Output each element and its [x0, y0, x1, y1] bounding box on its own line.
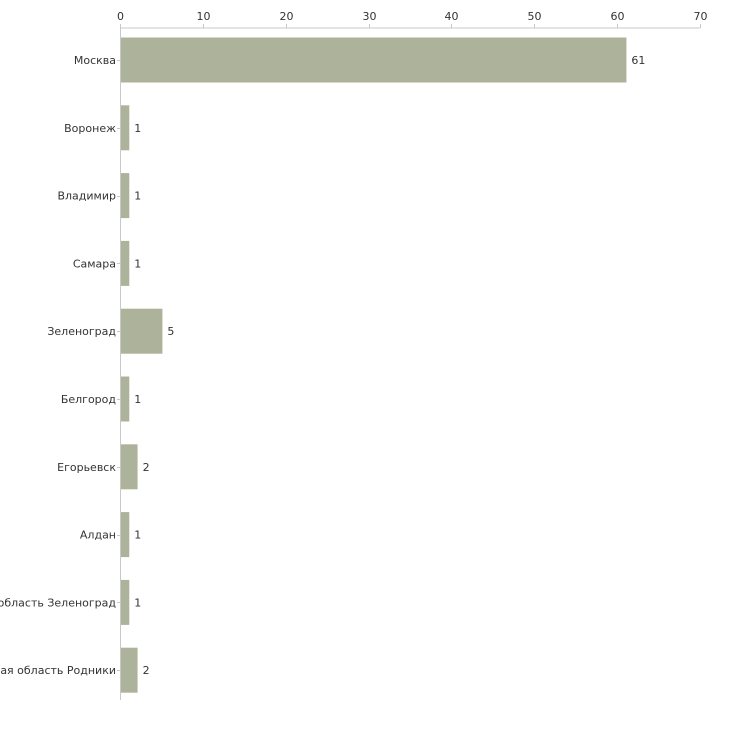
bar [121, 376, 130, 422]
data-label: 1 [134, 596, 141, 609]
bar [121, 647, 138, 693]
category-label: Ивановская область Родники [0, 664, 116, 677]
y-axis: Москва Воронеж Владимир Самара Зеленоград Бел… [0, 28, 121, 700]
x-tick-label: 70 [694, 10, 708, 23]
data-label: 1 [134, 393, 141, 406]
x-tick-label: 0 [117, 10, 124, 23]
data-label: 61 [631, 54, 645, 67]
category-label: Алдан [80, 529, 116, 542]
bar [121, 308, 163, 354]
bar [121, 240, 130, 286]
category-label: Самара [73, 257, 116, 270]
bar [121, 512, 130, 558]
bar [121, 37, 627, 83]
bar [121, 173, 130, 219]
x-tick-label: 30 [363, 10, 377, 23]
x-tick-label: 40 [445, 10, 459, 23]
data-label: 5 [167, 325, 174, 338]
x-tick-label: 20 [280, 10, 294, 23]
data-label: 1 [134, 529, 141, 542]
x-tick-label: 50 [528, 10, 542, 23]
data-label: 2 [143, 664, 150, 677]
x-tick-label: 10 [197, 10, 211, 23]
data-label: 2 [143, 461, 150, 474]
bar [121, 105, 130, 151]
category-label: Владимир [57, 190, 116, 203]
category-label: Москва [74, 54, 116, 67]
data-label: 1 [134, 190, 141, 203]
category-label: Зеленоград [47, 325, 116, 338]
bar [121, 444, 138, 490]
data-label: 1 [134, 257, 141, 270]
x-tick-label: 60 [611, 10, 625, 23]
x-axis: 0 10 20 30 40 50 60 70 [117, 10, 708, 29]
bars [121, 37, 627, 693]
category-label: Воронеж [64, 122, 116, 135]
category-label: Белгород [61, 393, 117, 406]
category-label: Московская область Зеленоград [0, 596, 116, 609]
data-labels: 61 1 1 1 5 1 2 1 1 2 [134, 54, 645, 677]
bar [121, 579, 130, 625]
category-label: Егорьевск [57, 461, 116, 474]
data-label: 1 [134, 122, 141, 135]
